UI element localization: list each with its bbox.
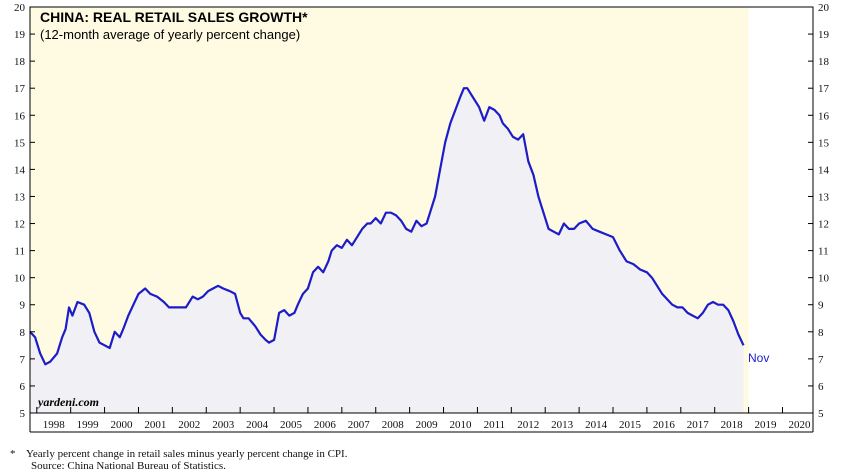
chart-svg: 5 5 6 6 7 7 8 8 9 9 10 10 11 11 12 12 13 13 14 14 15 15 16 16 17…: [14, 2, 830, 433]
y-tick-label-right-5: 5: [818, 408, 824, 420]
y-tick-label-right-7: 7: [818, 354, 824, 366]
y-tick-label-right-20: 20: [818, 2, 830, 14]
x-tick-label-2017: 2017: [687, 419, 710, 431]
y-tick-label-left-18: 18: [14, 56, 26, 68]
y-tick-label-left-9: 9: [20, 300, 26, 312]
plot-border: [29, 6, 814, 414]
y-tick-label-left-5: 5: [20, 408, 26, 420]
x-tick-label-1998: 1998: [43, 419, 66, 431]
y-tick-label-left-15: 15: [14, 137, 26, 149]
y-tick-label-left-13: 13: [14, 191, 26, 203]
x-tick-label-2004: 2004: [246, 419, 269, 431]
x-tick-label-2000: 2000: [111, 419, 134, 431]
watermark: yardeni.com: [36, 395, 99, 409]
x-tick-label-2005: 2005: [280, 419, 303, 431]
x-tick-label-2018: 2018: [721, 419, 744, 431]
y-tick-label-left-11: 11: [14, 246, 25, 258]
x-tick-label-2006: 2006: [314, 419, 337, 431]
x-tick-label-2010: 2010: [449, 419, 472, 431]
y-tick-label-left-8: 8: [20, 327, 26, 339]
x-tick-label-2008: 2008: [382, 419, 405, 431]
x-tick-label-2014: 2014: [585, 419, 608, 431]
y-tick-label-right-18: 18: [818, 56, 830, 68]
x-tick-label-2012: 2012: [517, 419, 539, 431]
y-tick-label-left-19: 19: [14, 29, 26, 41]
y-tick-label-right-8: 8: [818, 327, 824, 339]
y-tick-label-right-10: 10: [818, 273, 830, 285]
chart-subtitle: (12-month average of yearly percent chan…: [40, 27, 300, 42]
y-tick-label-left-6: 6: [20, 381, 26, 393]
footnote-star: *: [10, 448, 16, 460]
y-tick-label-left-12: 12: [14, 219, 25, 231]
x-tick-label-2002: 2002: [178, 419, 200, 431]
y-tick-label-left-17: 17: [14, 83, 26, 95]
y-tick-label-right-14: 14: [818, 164, 830, 176]
series-area-fill: [30, 88, 744, 413]
series-line: [29, 87, 745, 366]
y-tick-label-right-15: 15: [818, 137, 830, 149]
x-tick-label-2009: 2009: [416, 419, 439, 431]
y-tick-label-right-16: 16: [818, 110, 830, 122]
footnote-text: Yearly percent change in retail sales mi…: [26, 448, 348, 460]
x-tick-label-2019: 2019: [755, 419, 778, 431]
chart-title: CHINA: REAL RETAIL SALES GROWTH*: [40, 9, 308, 25]
y-tick-label-right-19: 19: [818, 29, 830, 41]
y-tick-label-right-9: 9: [818, 300, 824, 312]
x-tick-label-2001: 2001: [144, 419, 166, 431]
x-tick-label-2016: 2016: [653, 419, 676, 431]
y-tick-label-right-11: 11: [818, 246, 829, 258]
x-tick-label-1999: 1999: [77, 419, 100, 431]
y-tick-label-left-10: 10: [14, 273, 26, 285]
y-tick-label-left-16: 16: [14, 110, 26, 122]
end-label-nov: Nov: [748, 351, 769, 365]
y-tick-label-right-13: 13: [818, 191, 830, 203]
plot-region-2019-2020: [748, 7, 813, 413]
y-tick-label-left-20: 20: [14, 2, 26, 14]
y-tick-label-left-14: 14: [14, 164, 26, 176]
x-tick-label-2007: 2007: [348, 419, 371, 431]
x-tick-label-2020: 2020: [788, 419, 811, 431]
x-tick-label-2015: 2015: [619, 419, 642, 431]
x-tick-label-2013: 2013: [551, 419, 574, 431]
y-tick-label-right-12: 12: [818, 219, 829, 231]
source-note: Source: China National Bureau of Statist…: [31, 460, 226, 472]
y-tick-label-right-6: 6: [818, 381, 824, 393]
x-tick-label-2003: 2003: [212, 419, 235, 431]
footnote: * Yearly percent change in retail sales m…: [10, 448, 347, 460]
y-tick-label-right-17: 17: [818, 83, 830, 95]
x-tick-label-2011: 2011: [484, 419, 506, 431]
y-tick-label-left-7: 7: [20, 354, 26, 366]
